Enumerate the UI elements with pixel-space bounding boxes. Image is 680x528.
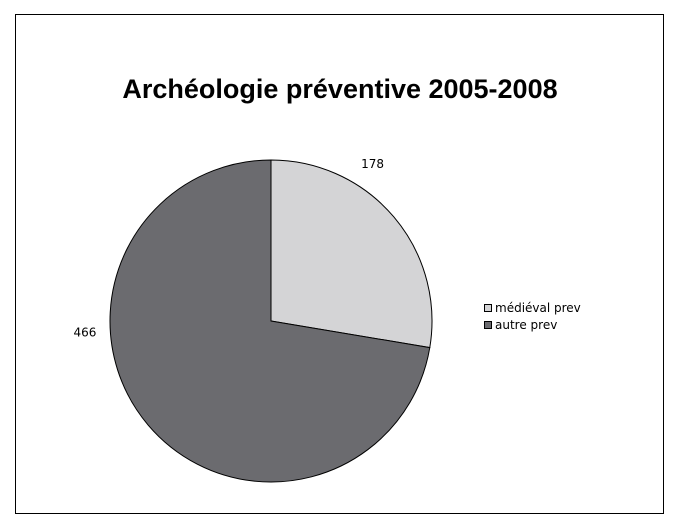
legend-swatch-medieval <box>484 303 492 312</box>
data-label-medieval: 178 <box>361 157 384 171</box>
chart-title: Archéologie préventive 2005-2008 <box>122 74 558 104</box>
legend-label-medieval: médiéval prev <box>495 300 581 315</box>
legend: médiéval prev autre prev <box>484 300 581 334</box>
legend-label-autre: autre prev <box>495 317 558 332</box>
legend-item-medieval: médiéval prev <box>484 300 581 315</box>
legend-item-autre: autre prev <box>484 317 581 332</box>
legend-swatch-autre <box>484 320 492 329</box>
pie-slice-medieval <box>270 159 433 349</box>
pie-slice-autre <box>109 159 431 483</box>
data-label-autre: 466 <box>73 326 96 340</box>
